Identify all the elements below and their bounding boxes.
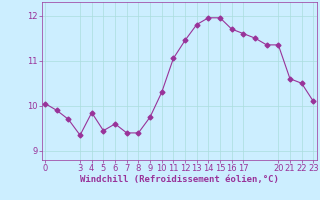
X-axis label: Windchill (Refroidissement éolien,°C): Windchill (Refroidissement éolien,°C) — [80, 175, 279, 184]
